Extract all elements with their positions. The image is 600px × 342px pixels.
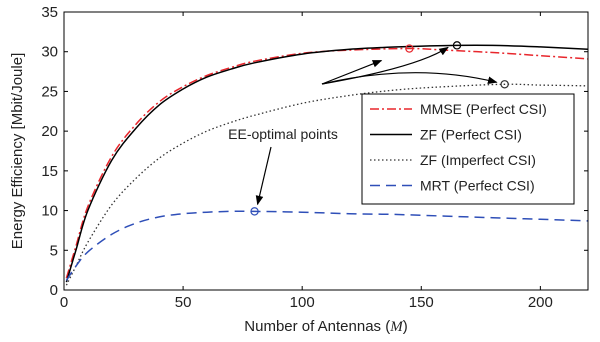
y-tick-label: 20: [41, 123, 58, 140]
x-axis-title-symbol: M: [389, 319, 404, 335]
y-axis-ticks: 0 5 10 15 20 25 30 35: [41, 4, 588, 299]
y-tick-label: 5: [50, 242, 58, 259]
legend-label-zf-perfect-csi: ZF (Perfect CSI): [420, 127, 522, 143]
y-tick-label: 25: [41, 83, 58, 100]
arrow-to-zf-imperfect-optimum: [321, 72, 498, 85]
optimal-point-markers: [250, 41, 509, 216]
y-tick-label: 15: [41, 163, 58, 180]
legend-label-mmse-perfect-csi: MMSE (Perfect CSI): [420, 101, 547, 117]
x-tick-label: 100: [290, 294, 315, 311]
x-tick-label: 50: [175, 294, 192, 311]
x-tick-label: 150: [409, 294, 434, 311]
x-tick-label: 200: [528, 294, 553, 311]
x-axis-title-suffix: ): [403, 318, 408, 335]
y-tick-label: 10: [41, 203, 58, 220]
optimal-point-marker-mmse-perfect-csi: [405, 44, 414, 53]
optimal-point-marker-mrt-perfect-csi: [250, 207, 259, 216]
y-tick-label: 35: [41, 4, 58, 21]
series-line-mrt-perfect-csi: [65, 210, 589, 281]
optimal-point-marker-zf-imperfect-csi: [500, 80, 509, 89]
legend-label-mrt-perfect-csi: MRT (Perfect CSI): [420, 178, 535, 194]
x-axis-title: Number of Antennas (M): [244, 318, 407, 335]
annotation-text: EE-optimal points: [228, 126, 338, 142]
series-line-zf-perfect-csi: [65, 44, 589, 283]
plot-frame: [63, 11, 589, 291]
x-tick-label: 0: [60, 294, 68, 311]
arrow-to-zf-optimum: [321, 46, 449, 85]
legend-label-zf-imperfect-csi: ZF (Imperfect CSI): [420, 152, 536, 168]
y-tick-label: 0: [50, 282, 58, 299]
series-line-mmse-perfect-csi: [65, 47, 589, 279]
curves-layer: [65, 44, 589, 286]
legend: MMSE (Perfect CSI) ZF (Perfect CSI) ZF (Im…: [361, 93, 575, 205]
y-tick-label: 30: [41, 44, 58, 61]
y-axis-title: Energy Efficiency [Mbit/Joule]: [9, 53, 26, 249]
x-axis-title-prefix: Number of Antennas (: [244, 318, 390, 335]
arrow-to-mmse-optimum: [321, 59, 383, 85]
optimal-point-marker-zf-perfect-csi: [452, 41, 462, 50]
x-axis-ticks: 0 50 100 150 200: [60, 12, 553, 311]
legend-box: [361, 93, 575, 205]
arrow-to-mrt-optimum: [255, 146, 272, 206]
annotation-arrows: [255, 46, 498, 206]
